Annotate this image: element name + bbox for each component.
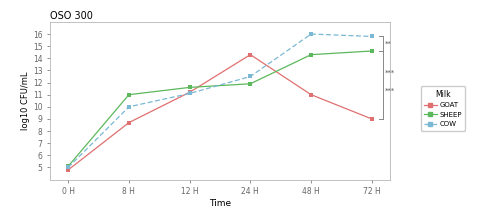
Text: **: **: [385, 41, 392, 47]
Text: ***: ***: [385, 88, 396, 94]
Text: ***: ***: [385, 70, 396, 76]
X-axis label: Time: Time: [209, 199, 231, 208]
Legend: GOAT, SHEEP, COW: GOAT, SHEEP, COW: [420, 87, 466, 131]
Text: OSO 300: OSO 300: [50, 11, 93, 21]
Y-axis label: log10 CFU/mL: log10 CFU/mL: [21, 71, 30, 130]
